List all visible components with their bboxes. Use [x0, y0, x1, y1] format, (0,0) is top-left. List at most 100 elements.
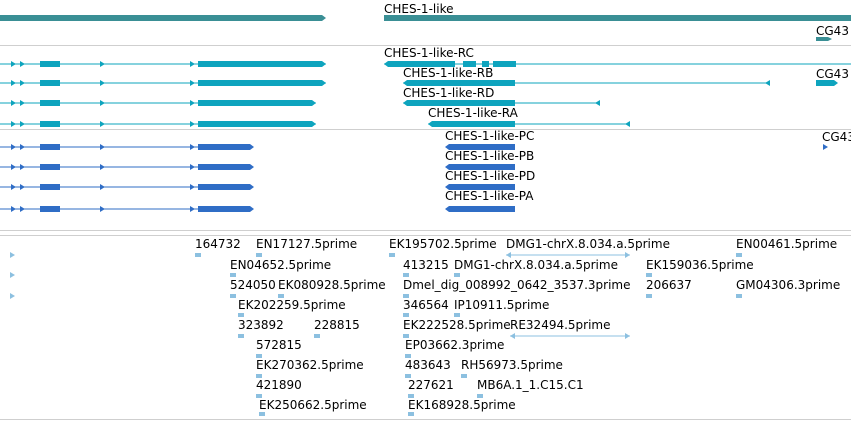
feature-label[interactable]: 524050 [230, 278, 276, 292]
transcript-exon[interactable] [625, 121, 630, 127]
feature-label[interactable]: Dmel_dig_008992_0642_3537.3prime [403, 278, 631, 292]
protein-exon[interactable] [190, 184, 195, 190]
protein-label[interactable]: CG43 [822, 130, 851, 144]
feature-glyph[interactable] [736, 253, 742, 257]
feature-glyph[interactable] [256, 354, 262, 358]
feature-glyph[interactable] [646, 273, 652, 277]
transcript-exon[interactable] [40, 100, 60, 106]
protein-label[interactable]: CHES-1-like-PC [445, 129, 535, 143]
feature-label[interactable]: 228815 [314, 318, 360, 332]
protein-exon[interactable] [198, 184, 254, 190]
feature-label[interactable]: IP10911.5prime [454, 298, 550, 312]
feature-label[interactable]: EK195702.5prime [389, 237, 497, 251]
transcript-exon[interactable] [816, 80, 838, 86]
feature-label[interactable]: MB6A.1_1.C15.C1 [477, 378, 584, 392]
transcript-exon[interactable] [198, 100, 316, 106]
feature-label[interactable]: EN00461.5prime [736, 237, 838, 251]
feature-label[interactable]: 572815 [256, 338, 302, 352]
feature-glyph[interactable] [625, 252, 630, 258]
protein-exon[interactable] [40, 164, 60, 170]
protein-exon[interactable] [11, 144, 16, 150]
feature-label[interactable]: 346564 [403, 298, 449, 312]
protein-exon[interactable] [445, 164, 515, 170]
feature-label[interactable]: 227621 [408, 378, 454, 392]
feature-label[interactable]: 164732 [195, 237, 241, 251]
protein-exon[interactable] [20, 184, 25, 190]
protein-exon[interactable] [40, 184, 60, 190]
feature-glyph[interactable] [238, 334, 244, 338]
feature-label[interactable]: EK250662.5prime [259, 398, 367, 412]
feature-glyph[interactable] [10, 252, 15, 258]
protein-exon[interactable] [20, 206, 25, 212]
feature-glyph[interactable] [405, 374, 411, 378]
transcript-exon[interactable] [198, 61, 326, 67]
feature-glyph[interactable] [314, 334, 320, 338]
protein-exon[interactable] [190, 206, 195, 212]
feature-glyph[interactable] [256, 394, 262, 398]
feature-glyph[interactable] [230, 273, 236, 277]
feature-label[interactable]: EK159036.5prime [646, 258, 754, 272]
transcript-label[interactable]: CHES-1-like-RD [403, 86, 495, 100]
feature-label[interactable]: EN17127.5prime [256, 237, 358, 251]
feature-label[interactable]: EK202259.5prime [238, 298, 346, 312]
feature-glyph[interactable] [403, 313, 409, 317]
transcript-label[interactable]: CHES-1-like-RC [384, 46, 474, 60]
feature-glyph[interactable] [736, 294, 742, 298]
transcript-exon[interactable] [190, 61, 195, 67]
feature-glyph[interactable] [461, 374, 467, 378]
transcript-exon[interactable] [40, 61, 60, 67]
feature-label[interactable]: DMG1-chrX.8.034.a.5prime [454, 258, 618, 272]
protein-exon[interactable] [11, 184, 16, 190]
feature-label[interactable]: 206637 [646, 278, 692, 292]
transcript-exon[interactable] [100, 100, 105, 106]
feature-label[interactable]: RH56973.5prime [461, 358, 563, 372]
protein-exon[interactable] [198, 164, 254, 170]
transcript-exon[interactable] [100, 121, 105, 127]
transcript-exon[interactable] [190, 121, 195, 127]
protein-exon[interactable] [190, 164, 195, 170]
feature-glyph[interactable] [195, 253, 201, 257]
transcript-exon[interactable] [100, 80, 105, 86]
protein-label[interactable]: CHES-1-like-PA [445, 189, 534, 203]
gene-glyph[interactable] [816, 37, 832, 41]
feature-glyph[interactable] [510, 333, 515, 339]
transcript-exon[interactable] [11, 100, 16, 106]
feature-glyph[interactable] [405, 354, 411, 358]
feature-label[interactable]: EK222528.5prime [403, 318, 511, 332]
transcript-exon[interactable] [765, 80, 770, 86]
feature-label[interactable]: EK270362.5prime [256, 358, 364, 372]
transcript-exon[interactable] [20, 80, 25, 86]
feature-glyph[interactable] [259, 412, 265, 416]
protein-exon[interactable] [11, 164, 16, 170]
protein-exon[interactable] [20, 164, 25, 170]
protein-exon[interactable] [100, 206, 105, 212]
protein-exon[interactable] [20, 144, 25, 150]
protein-exon[interactable] [198, 144, 254, 150]
feature-label[interactable]: 483643 [405, 358, 451, 372]
gene-label[interactable]: CG43 [816, 24, 849, 38]
protein-exon[interactable] [190, 144, 195, 150]
protein-exon[interactable] [823, 144, 828, 150]
protein-exon[interactable] [445, 206, 515, 212]
feature-label[interactable]: RE32494.5prime [510, 318, 611, 332]
gene-glyph[interactable] [0, 15, 326, 21]
feature-label[interactable]: 413215 [403, 258, 449, 272]
feature-glyph[interactable] [278, 294, 284, 298]
transcript-exon[interactable] [100, 61, 105, 67]
transcript-exon[interactable] [198, 80, 326, 86]
feature-glyph[interactable] [646, 294, 652, 298]
transcript-exon[interactable] [595, 100, 600, 106]
transcript-exon[interactable] [20, 100, 25, 106]
transcript-exon[interactable] [190, 100, 195, 106]
transcript-exon[interactable] [40, 121, 60, 127]
protein-exon[interactable] [40, 144, 60, 150]
transcript-exon[interactable] [11, 121, 16, 127]
protein-exon[interactable] [445, 144, 515, 150]
feature-glyph[interactable] [256, 374, 262, 378]
feature-glyph[interactable] [10, 272, 15, 278]
feature-label[interactable]: EP03662.3prime [405, 338, 505, 352]
feature-glyph[interactable] [389, 253, 395, 257]
transcript-exon[interactable] [11, 61, 16, 67]
transcript-exon[interactable] [190, 80, 195, 86]
transcript-label[interactable]: CG43 [816, 67, 849, 81]
